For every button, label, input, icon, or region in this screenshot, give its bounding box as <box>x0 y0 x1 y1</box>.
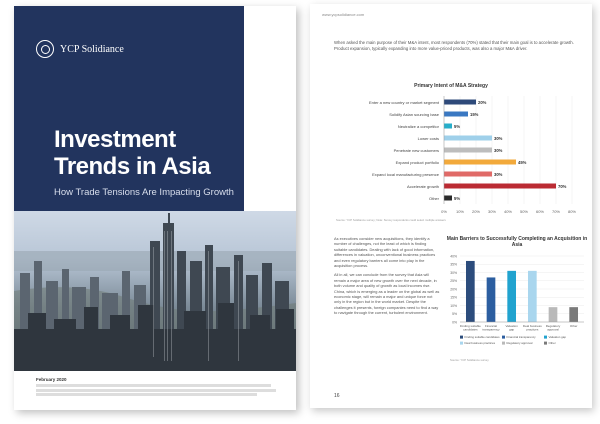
chart-1-bar <box>444 111 468 117</box>
cover-date: February 2020 <box>36 377 67 382</box>
chart-1-value-label: 30% <box>494 172 503 177</box>
chart-2-y-tick: 15% <box>450 296 457 300</box>
cover-subtitle: How Trade Tensions Are Impacting Growth <box>54 187 234 198</box>
chart-2-y-tick: 30% <box>450 271 457 275</box>
chart-1-value-label: 70% <box>558 184 567 189</box>
chart-2-category-label: Regulatory approval <box>546 324 561 332</box>
body-text-column: As executives consider new acquisitions,… <box>334 236 440 320</box>
chart-2-legend-label: Regulatory approval <box>507 341 533 345</box>
chart-2-y-tick: 20% <box>450 287 457 291</box>
brand-logo: YCP Solidiance <box>36 40 124 58</box>
chart-2-legend-label: Valuation gap <box>549 335 567 339</box>
report-cover: YCP Solidiance Investment Trends in Asia… <box>14 6 296 410</box>
chart-2-bar <box>527 270 537 322</box>
chart-2-legend-label: Other <box>549 341 556 345</box>
chart-1-x-tick: 80% <box>568 209 576 214</box>
chart-1-bar <box>444 123 452 129</box>
chart-2-y-tick: 5% <box>452 312 457 316</box>
chart-1-bar <box>444 147 492 153</box>
chart-1-value-label: 30% <box>494 148 503 153</box>
chart-1-source: Source: YCP Solidiance survey; Note: Sur… <box>336 218 446 222</box>
chart-1-value-label: 45% <box>518 160 527 165</box>
chart-2-category-label: Other <box>570 324 578 328</box>
chart-2-legend-label: Financial transparency <box>507 335 537 339</box>
chart-2-y-tick: 10% <box>450 304 457 308</box>
chart-2-legend-swatch <box>502 341 505 345</box>
chart-1-category-label: Accelerate growth <box>407 184 439 189</box>
chart-2-y-tick: 0% <box>452 320 457 324</box>
chart-2-bar <box>486 277 496 322</box>
chart-2-category-label: Valuation gap <box>506 324 519 332</box>
cover-title-line-1: Investment <box>54 126 176 153</box>
chart-2-legend-swatch <box>460 335 463 339</box>
chart-2-y-tick: 25% <box>450 279 457 283</box>
chart-1-x-tick: 20% <box>472 209 480 214</box>
chart-2-category-label: Deal business practices <box>523 324 542 332</box>
chart-1-category-label: Solidify Asian sourcing base <box>389 112 440 117</box>
chart-1-value-label: 5% <box>454 196 460 201</box>
chart-2-acquisition-barriers: 0% 5% 10% 15% 20% 25% 30% 35% 40% Finding suitabl… <box>450 254 584 345</box>
chart-1-category-label: Expand product portfolio <box>396 160 440 165</box>
website-header: www.ycpsolidiance.com <box>322 12 365 17</box>
chart-2-y-tick: 35% <box>450 263 457 267</box>
chart-1-x-tick: 30% <box>488 209 496 214</box>
chart-1-value-label: 5% <box>454 124 460 129</box>
cover-disclaimer <box>36 384 276 398</box>
chart-2-bar <box>569 307 579 322</box>
chart-1-bar <box>444 195 452 201</box>
chart-1-bar <box>444 171 492 177</box>
chart-1-x-tick: 10% <box>456 209 464 214</box>
chart-2-source: Source: YCP Solidiance survey <box>450 358 489 362</box>
chart-2-legend-swatch <box>544 335 547 339</box>
chart-1-value-label: 30% <box>494 136 503 141</box>
chart-2-category-label: Finding suitable candidates <box>460 324 481 332</box>
chart-1-category-label: Penetrate new customers <box>394 148 439 153</box>
chart-1-bar <box>444 99 476 105</box>
chart-1-x-tick: 40% <box>504 209 512 214</box>
chart-1-category-label: Other <box>429 196 440 201</box>
brand-name: YCP Solidiance <box>60 43 124 55</box>
page-number: 16 <box>334 393 340 399</box>
chart-1-m-and-a-intent: 0% 10% 20% 30% 40% 50% 60% 70% 80% Enter a new co… <box>369 96 576 214</box>
chart-2-legend-swatch <box>544 341 547 345</box>
chart-1-title: Primary Intent of M&A Strategy <box>414 83 488 89</box>
chart-2-category-label: Financial transparency <box>482 324 500 332</box>
brand-mark-icon <box>36 40 54 58</box>
body-paragraph-1: As executives consider new acquisitions,… <box>334 236 436 269</box>
chart-2-legend-swatch <box>460 341 463 345</box>
chart-2-bar <box>507 270 517 322</box>
chart-1-value-label: 15% <box>470 112 479 117</box>
chart-2-legend-label: Deal business practices <box>465 341 496 345</box>
city-skyline-photo <box>14 211 296 371</box>
chart-1-category-label: Enter a new country or market segment <box>369 100 440 105</box>
chart-1-x-tick: 0% <box>441 209 447 214</box>
chart-1-bar <box>444 183 556 189</box>
cover-title-line-2: Trends in Asia <box>54 153 211 180</box>
chart-2-bar <box>465 260 475 322</box>
intro-paragraph: When asked the main purpose of their M&A… <box>334 40 574 51</box>
chart-1-x-tick: 50% <box>520 209 528 214</box>
body-paragraph-2: All in all, we can conclude from the sur… <box>334 272 440 316</box>
chart-2-legend-swatch <box>502 335 505 339</box>
chart-1-x-tick: 70% <box>552 209 560 214</box>
chart-1-value-label: 20% <box>478 100 487 105</box>
cover-title: Investment Trends in Asia <box>54 126 211 180</box>
chart-1-category-label: Expand local manufacturing presence <box>372 172 440 177</box>
chart-1-category-label: Neutralize a competitor <box>398 124 440 129</box>
chart-1-bar <box>444 135 492 141</box>
chart-2-bar <box>548 307 558 322</box>
chart-2-y-tick: 40% <box>450 254 457 258</box>
chart-2-title: Main Barriers to Successfully Completing… <box>446 236 588 248</box>
chart-1-bar <box>444 159 516 165</box>
chart-1-category-label: Lower costs <box>418 136 439 141</box>
chart-2-legend-label: Finding suitable candidates <box>465 335 501 339</box>
chart-1-x-tick: 60% <box>536 209 544 214</box>
report-page: www.ycpsolidiance.com When asked the mai… <box>310 4 592 408</box>
cover-title-block: YCP Solidiance Investment Trends in Asia… <box>14 6 244 211</box>
